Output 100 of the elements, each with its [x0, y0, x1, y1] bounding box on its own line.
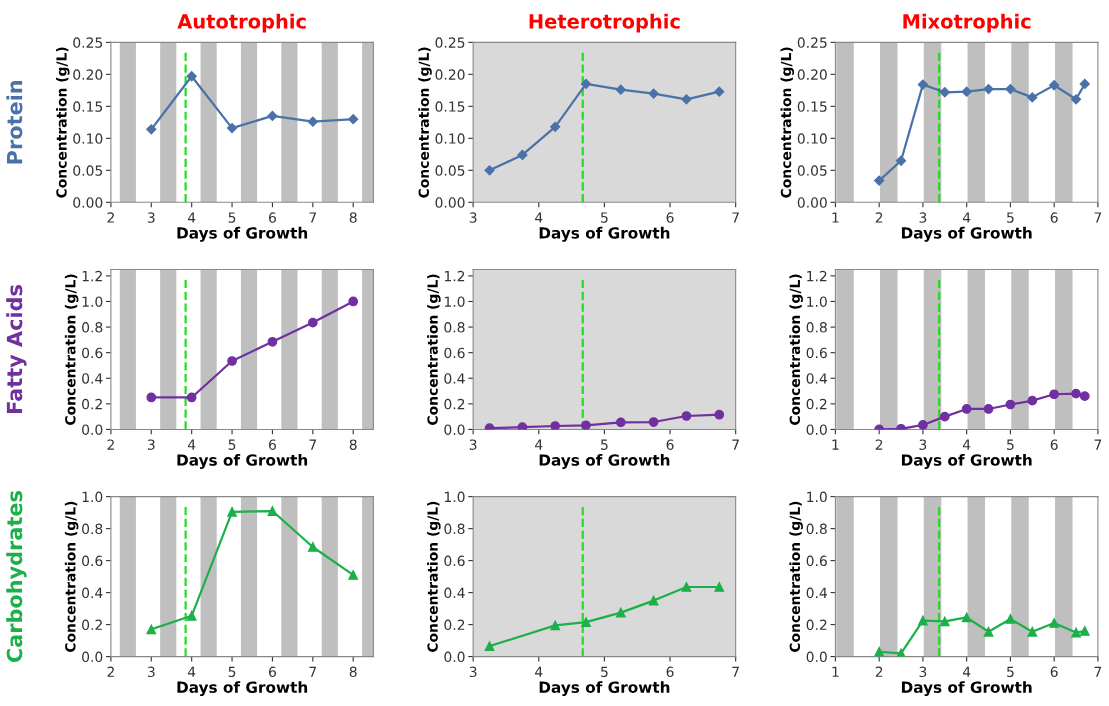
- y-tick-label: 0.2: [806, 398, 827, 410]
- point: [939, 87, 950, 98]
- x-tick-label: 6: [268, 439, 276, 450]
- x-tick-label: 7: [1094, 439, 1102, 450]
- y-tick-label: 0.2: [444, 619, 465, 631]
- y-tick-label: 0.6: [444, 347, 465, 359]
- x-axis-title: Days of Growth: [539, 681, 670, 697]
- point: [961, 612, 972, 623]
- x-axis-title: Days of Growth: [901, 454, 1032, 469]
- x-tick-label: 4: [962, 439, 971, 450]
- y-tick-label: 0.0: [82, 651, 103, 663]
- point: [874, 646, 885, 657]
- y-tick-label: 0.25: [435, 37, 465, 48]
- y-tick-label: 0.8: [806, 523, 827, 535]
- text: Carbohydrates: [6, 491, 27, 663]
- y-tick-label: 0.10: [797, 133, 827, 144]
- x-tick-label: 4: [535, 439, 543, 450]
- x-tick-label: 6: [1050, 666, 1058, 678]
- point: [550, 121, 561, 132]
- x-tick-label: 4: [535, 666, 543, 677]
- x-tick-label: 3: [469, 439, 477, 450]
- point: [186, 71, 197, 82]
- y-tick-label: 1.2: [444, 270, 465, 282]
- x-tick-label: 5: [228, 666, 236, 678]
- point: [227, 356, 237, 366]
- point: [1071, 627, 1081, 638]
- point: [1079, 626, 1090, 636]
- y-tick-label: 0.6: [806, 347, 827, 359]
- point: [227, 506, 237, 517]
- x-axis-title: Days of Growth: [539, 226, 670, 242]
- y-tick-label: 1.2: [807, 270, 827, 282]
- y-tick-label: 0.6: [82, 347, 103, 359]
- point: [348, 114, 359, 125]
- y-tick-label: 1.0: [807, 491, 827, 503]
- x-tick-label: 3: [469, 212, 477, 223]
- y-tick-label: 0.20: [797, 69, 827, 80]
- text: Protein: [6, 81, 23, 164]
- x-tick-label: 8: [349, 439, 357, 450]
- y-tick-label: 0.05: [73, 165, 103, 176]
- y-tick-label: 0.8: [444, 322, 465, 333]
- y-tick-label: 0.20: [435, 69, 465, 80]
- y-tick-label: 1.0: [82, 491, 103, 503]
- point: [1079, 78, 1090, 90]
- x-tick-label: 1: [832, 439, 839, 450]
- x-tick-label: 8: [349, 212, 357, 223]
- x-axis-title: Days of Growth: [539, 454, 670, 469]
- x-tick-label: 6: [666, 439, 674, 450]
- x-tick-label: 2: [107, 212, 114, 223]
- y-tick-label: 1.0: [82, 296, 103, 307]
- y-tick-label: 0.0: [82, 424, 103, 435]
- y-tick-label: 1.2: [82, 270, 102, 282]
- y-axis-title: Concentration (g/L): [64, 501, 79, 653]
- point: [615, 84, 626, 95]
- x-tick-label: 7: [732, 439, 739, 450]
- x-tick-label: 3: [469, 666, 477, 678]
- x-tick-label: 3: [147, 439, 155, 450]
- x-axis-title: Days of Growth: [177, 681, 308, 697]
- y-tick-label: 0.2: [82, 398, 102, 410]
- point: [186, 610, 197, 621]
- y-tick-label: 0.2: [806, 619, 827, 631]
- point: [146, 392, 157, 403]
- y-axis-title: Concentration (g/L): [780, 47, 795, 198]
- chart-title: Autotrophic: [177, 13, 306, 33]
- x-axis-title: Days of Growth: [177, 454, 308, 469]
- point: [484, 641, 495, 652]
- point: [615, 607, 626, 618]
- x-tick-label: 2: [875, 666, 883, 677]
- point: [983, 626, 994, 637]
- y-tick-label: 1.0: [807, 296, 827, 307]
- x-tick-label: 3: [147, 212, 155, 223]
- y-tick-label: 1.0: [444, 296, 465, 307]
- x-tick-label: 4: [962, 666, 971, 677]
- y-axis-title: Concentration (g/L): [789, 274, 803, 425]
- y-tick-label: 0.8: [82, 523, 103, 535]
- point: [146, 124, 157, 135]
- y-tick-label: 0.0: [444, 651, 465, 663]
- x-tick-label: 5: [1007, 439, 1014, 450]
- x-tick-label: 6: [666, 666, 674, 678]
- x-tick-label: 5: [228, 439, 236, 450]
- y-tick-label: 0.25: [73, 37, 103, 48]
- y-tick-label: 0.10: [73, 133, 103, 144]
- y-axis-title: Concentration (g/L): [789, 501, 803, 653]
- y-tick-label: 0.6: [806, 555, 827, 567]
- point: [1005, 83, 1016, 95]
- x-tick-label: 2: [107, 439, 114, 450]
- point: [186, 392, 197, 403]
- x-tick-label: 7: [309, 666, 317, 677]
- chart-title: Heterotrophic: [529, 13, 680, 33]
- point: [681, 94, 692, 105]
- point: [917, 79, 929, 90]
- point: [961, 86, 972, 97]
- y-tick-label: 0.4: [806, 587, 827, 599]
- y-tick-label: 0.00: [73, 197, 103, 208]
- point: [146, 624, 157, 635]
- point: [874, 175, 885, 186]
- point: [484, 165, 495, 176]
- y-tick-label: 0.05: [797, 165, 827, 176]
- x-tick-label: 3: [147, 666, 155, 678]
- y-tick-label: 0.4: [806, 373, 827, 384]
- x-tick-label: 5: [601, 666, 608, 678]
